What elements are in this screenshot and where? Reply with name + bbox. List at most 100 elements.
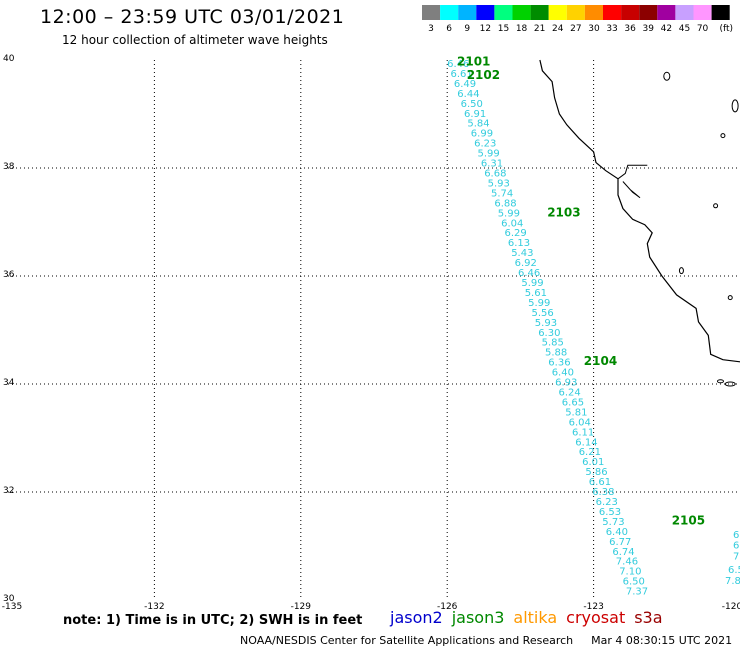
credit-line: NOAA/NESDIS Center for Satellite Applica… [240, 634, 740, 647]
satellite-jason2: jason2 [390, 608, 443, 627]
wave-height-value: 6.46 [518, 268, 540, 279]
wave-height-value: 5.74 [491, 188, 513, 199]
wave-height-value: 6.68 [484, 169, 506, 180]
color-legend: 3 6 9 12 15 18 21 24 27 30 33 36 39 42 45 70 (ft) [422, 5, 733, 34]
wave-height-value: 6 [733, 530, 739, 541]
legend-swatch [422, 5, 441, 20]
satellite-s3a: s3a [634, 608, 663, 627]
wave-height-value: 5.84 [467, 119, 489, 130]
wave-height-value: 5.43 [511, 248, 533, 259]
wave-height-value: 6.50 [461, 99, 483, 110]
legend-label: 21 [534, 24, 545, 34]
wave-height-value: 7.10 [619, 567, 641, 578]
latitude-label: 40 [3, 54, 15, 64]
legend-swatch [621, 5, 640, 20]
latitude-label: 36 [3, 270, 15, 280]
wave-height-value: 6.04 [569, 417, 591, 428]
wave-height-value: 5.99 [521, 278, 543, 289]
coastline [539, 59, 740, 363]
legend-swatch [711, 5, 730, 20]
legend-swatch [639, 5, 658, 20]
longitude-label: -126 [436, 602, 458, 612]
timestamp: Mar 4 08:30:15 UTC 2021 [591, 634, 733, 647]
legend-label: 12 [480, 24, 491, 34]
wave-height-value: 7.37 [626, 587, 648, 598]
wave-height-value: 5.99 [528, 298, 550, 309]
lake [663, 71, 671, 81]
pass-label: 2105 [672, 513, 705, 527]
legend-label: 42 [661, 24, 672, 34]
wave-height-value: 6.40 [552, 368, 574, 379]
legend-label: 70 [697, 24, 709, 34]
legend-swatch [548, 5, 567, 20]
wave-height-value: 6.24 [559, 388, 581, 399]
wave-height-value: 6.11 [572, 427, 594, 438]
latitude-label: 34 [3, 378, 15, 388]
legend-swatch [693, 5, 712, 20]
legend-swatch [657, 5, 676, 20]
wave-height-value: 6.46 [447, 59, 469, 70]
legend-swatch [675, 5, 694, 20]
wave-height-value: 6.65 [562, 398, 584, 409]
wave-height-value: 6.21 [579, 447, 601, 458]
island [724, 381, 736, 387]
sf-bay-south [622, 181, 641, 199]
legend-swatch [458, 5, 477, 20]
wave-height-value: 6.38 [592, 487, 614, 498]
wave-height-value: 7.8 [725, 576, 740, 587]
island [716, 379, 724, 384]
longitude-label: -120 [721, 602, 740, 612]
wave-height-value: 5.61 [525, 288, 547, 299]
legend-swatch [494, 5, 513, 20]
wave-height-value: 6.31 [481, 159, 503, 170]
legend-label: 33 [606, 24, 617, 34]
latitude-label: 30 [3, 594, 15, 604]
wave-height-value: 6.77 [609, 537, 631, 548]
map-subtitle: 12 hour collection of altimeter wave hei… [62, 33, 328, 47]
wave-height-value: 6.29 [505, 228, 527, 239]
legend-label: 24 [552, 24, 564, 34]
wave-height-value: 5.88 [545, 348, 567, 359]
legend-label: 15 [498, 24, 509, 34]
wave-height-value: 6.93 [555, 378, 577, 389]
wave-height-value: 6.88 [494, 198, 516, 209]
wave-height-value: 6.91 [464, 109, 486, 120]
wave-height-value: 6.04 [501, 218, 523, 229]
wave-height-value: 6.23 [596, 497, 618, 508]
satellite-altika: altika [513, 608, 558, 627]
lake [727, 295, 733, 301]
longitude-label: -135 [1, 602, 23, 612]
legend-label: 39 [643, 24, 655, 34]
lake [731, 99, 739, 113]
legend-label: 3 [428, 24, 434, 34]
pass-label: 2101 [457, 54, 490, 68]
legend-label: 30 [588, 24, 600, 34]
wave-height-value: 6.44 [457, 89, 479, 100]
satellite-jason3: jason3 [451, 608, 505, 627]
wave-height-value: 6 [733, 541, 739, 552]
wave-height-value: 6.36 [548, 358, 570, 369]
pass-label: 2104 [584, 354, 617, 368]
wave-height-value: 6.5 [728, 565, 740, 576]
wave-height-value: 6.50 [623, 577, 645, 588]
wave-height-value: 5.93 [488, 179, 510, 190]
legend-label: 45 [679, 24, 690, 34]
legend-swatch [566, 5, 585, 20]
lake [720, 133, 726, 139]
legend-swatch [476, 5, 495, 20]
legend-label: 36 [624, 24, 636, 34]
wave-height-value: 6.74 [612, 547, 634, 558]
wave-height-value: 5.85 [542, 338, 564, 349]
legend-label: 6 [446, 24, 452, 34]
legend-label: 9 [464, 24, 470, 34]
wave-height-value: 6.01 [582, 457, 604, 468]
legend-swatch [440, 5, 459, 20]
legend-label: 18 [516, 24, 528, 34]
legend-swatch [512, 5, 531, 20]
legend-swatch [584, 5, 603, 20]
legend-label: 27 [570, 24, 581, 34]
wave-height-value: 6.49 [454, 79, 476, 90]
wave-height-value: 5.56 [532, 308, 554, 319]
wave-height-value: 6.14 [575, 437, 597, 448]
